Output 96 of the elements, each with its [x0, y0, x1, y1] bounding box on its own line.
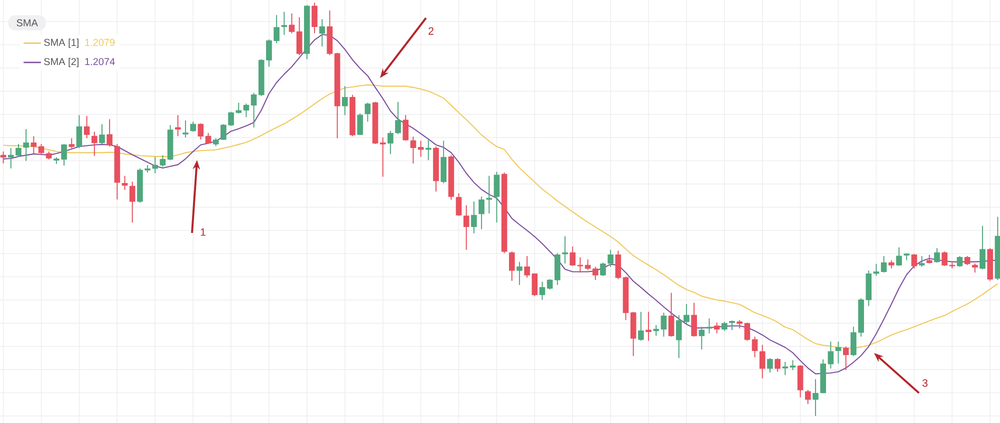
candlestick [608, 249, 614, 268]
annotation: 1.2079 [85, 38, 115, 46]
candlestick [236, 102, 242, 114]
legend-label: SMA [1] [44, 38, 78, 48]
candlestick [584, 258, 591, 271]
candlestick [570, 246, 576, 266]
candlestick [638, 311, 644, 342]
candlestick [274, 14, 280, 44]
annotation: 2 [428, 27, 434, 35]
candlestick [395, 101, 401, 135]
candlestick [964, 256, 970, 266]
candlestick [418, 140, 424, 158]
candlestick [16, 144, 22, 158]
candlestick [956, 256, 963, 268]
candlestick [8, 148, 14, 169]
candlestick [388, 130, 394, 154]
candlestick [972, 262, 978, 274]
candlestick [615, 250, 622, 280]
candlestick [782, 361, 788, 376]
candlestick [729, 320, 735, 331]
candlestick [835, 341, 842, 364]
candlestick [698, 326, 705, 350]
candlestick [106, 118, 112, 148]
candlestick [774, 358, 780, 372]
candlestick [653, 324, 660, 336]
candlestick [918, 256, 925, 268]
candlestick [76, 114, 82, 149]
candlestick [160, 154, 166, 168]
candlestick [714, 322, 720, 334]
candlestick [198, 122, 204, 140]
candlestick [828, 341, 834, 369]
candlestick [600, 262, 606, 276]
candlestick [92, 131, 98, 157]
candlestick [896, 246, 902, 266]
candlestick [463, 204, 470, 250]
candlestick [205, 132, 212, 145]
candlestick [759, 344, 766, 379]
annotation: 1.2074 [85, 58, 115, 66]
candlestick [288, 12, 295, 34]
candlestick [281, 11, 288, 36]
candlestick [152, 156, 158, 174]
candlestick [174, 114, 181, 137]
candlestick [805, 389, 811, 404]
candlestick [84, 115, 90, 139]
candlestick [243, 103, 250, 118]
candlestick [38, 144, 44, 156]
candlestick [539, 281, 546, 300]
candlestick [266, 38, 272, 68]
candlestick [911, 253, 918, 269]
candlestick [516, 261, 522, 286]
candlestick [129, 181, 136, 224]
candlestick [410, 136, 416, 164]
candlestick [456, 192, 462, 216]
candlestick [319, 18, 326, 47]
candlestick [402, 114, 409, 142]
candlestick [797, 364, 804, 398]
annotation: 1 [200, 228, 206, 236]
candlestick [660, 312, 667, 338]
candlestick [812, 378, 818, 416]
candlestick [190, 121, 196, 132]
candlestick [767, 358, 773, 374]
candlestick [250, 92, 257, 128]
candlestick [508, 250, 515, 282]
candlestick [99, 124, 105, 145]
candlestick [494, 171, 500, 224]
candlestick [577, 256, 584, 274]
candlestick [68, 138, 75, 149]
candlestick [880, 256, 887, 274]
candlestick [744, 322, 750, 342]
candlestick [668, 292, 674, 338]
candlestick [790, 360, 796, 371]
candlestick [380, 136, 386, 178]
candlestick [296, 16, 302, 56]
candlestick [592, 266, 598, 281]
candlestick [646, 311, 652, 342]
legend-label: SMA [2] [44, 58, 78, 68]
candlestick [842, 346, 849, 371]
candlestick [752, 336, 758, 358]
annotation: 3 [922, 379, 928, 387]
candlestick [471, 200, 477, 234]
legend-title: SMA [16, 19, 38, 26]
candlestick [182, 120, 188, 138]
candlestick [122, 175, 128, 190]
candlestick [934, 248, 940, 264]
candlestick [722, 321, 728, 332]
candlestick [357, 112, 363, 136]
candlestick [30, 136, 37, 154]
candlestick [364, 102, 371, 122]
candlestick [342, 86, 348, 116]
candlestick [478, 196, 484, 230]
candlestick [23, 128, 29, 162]
candlestick [312, 2, 318, 34]
candlestick [562, 236, 568, 264]
candlestick [691, 302, 697, 338]
candlestick [0, 150, 6, 164]
candlestick [980, 225, 986, 270]
